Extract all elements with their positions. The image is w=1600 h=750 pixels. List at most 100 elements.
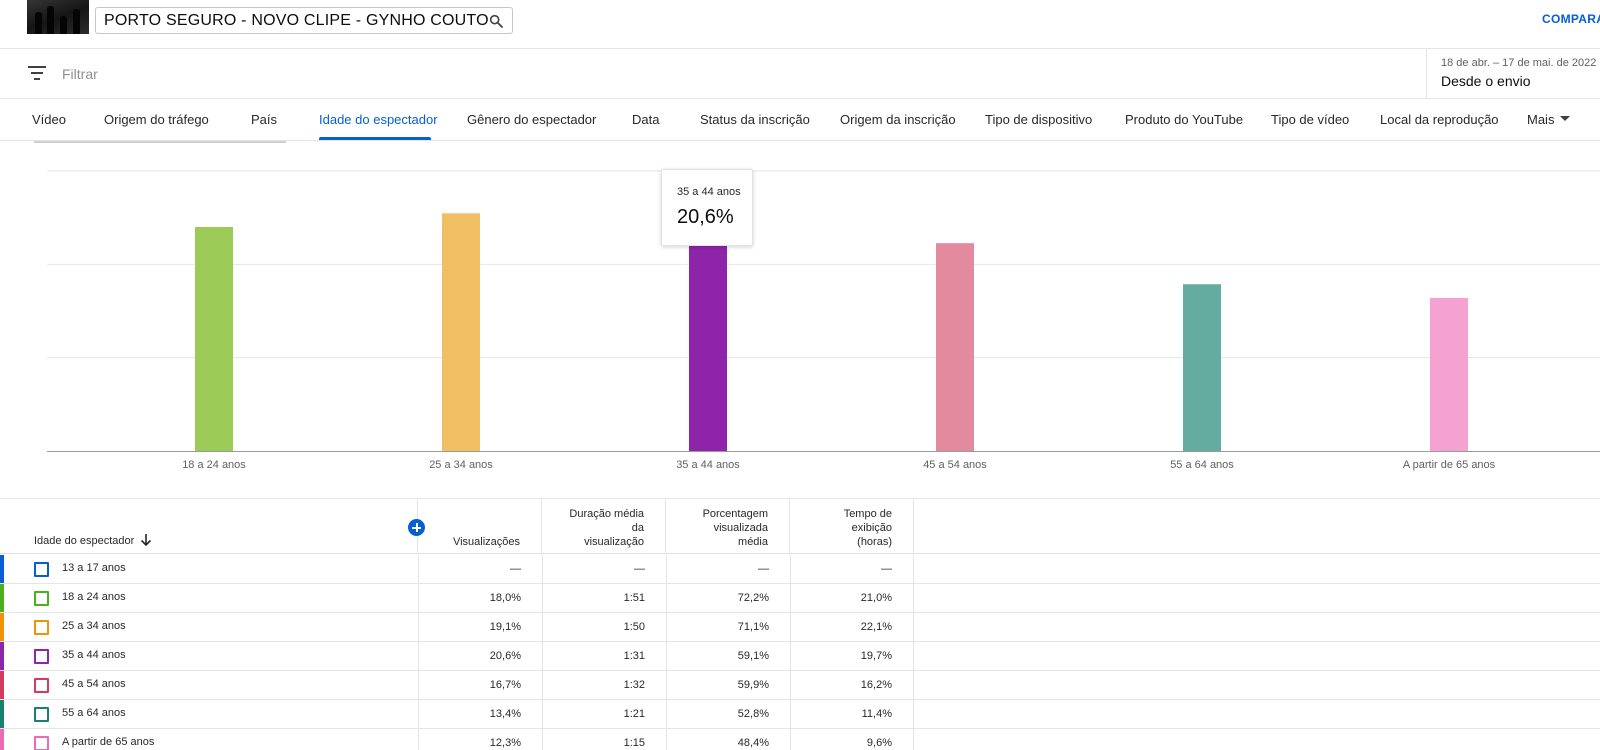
tab-country[interactable]: País <box>251 112 278 127</box>
active-tab-indicator <box>319 137 431 140</box>
chart-bar[interactable] <box>442 213 480 451</box>
chart-bar[interactable] <box>936 243 974 451</box>
column-header-avg-duration[interactable]: Duração média da visualização <box>542 499 666 554</box>
tooltip-value: 20,6% <box>677 206 734 228</box>
row-age-label: 18 a 24 anos <box>62 591 126 603</box>
filter-input[interactable]: Filtrar <box>62 66 98 82</box>
x-tick-label: 35 a 44 anos <box>676 459 740 471</box>
age-bar-chart: 18 a 24 anos 25 a 34 anos 35 a 44 anos 45 a… <box>0 145 1600 485</box>
tab-viewer-gender[interactable]: Gênero do espectador <box>467 112 597 127</box>
cell-views: 20,6% <box>418 642 542 670</box>
chart-bar[interactable] <box>1183 284 1221 451</box>
compare-button[interactable]: COMPARAR <box>1542 12 1600 26</box>
row-color-stripe <box>0 671 4 699</box>
x-tick-label: 25 a 34 anos <box>429 459 493 471</box>
cell-avg-duration: — <box>542 555 666 583</box>
row-age-label: 25 a 34 anos <box>62 620 126 632</box>
tab-traffic-source[interactable]: Origem do tráfego <box>104 112 209 127</box>
date-range-picker[interactable]: 18 de abr. – 17 de mai. de 2022 Desde o … <box>1426 49 1600 99</box>
tab-device-type[interactable]: Tipo de dispositivo <box>985 112 1093 127</box>
tab-video[interactable]: Vídeo <box>32 112 66 127</box>
divider <box>34 141 286 143</box>
chart-tooltip: 35 a 44 anos 20,6% <box>661 169 753 246</box>
filter-bar: Filtrar 18 de abr. – 17 de mai. de 2022 … <box>0 49 1600 99</box>
search-icon[interactable] <box>488 13 504 29</box>
column-header-watch-time[interactable]: Tempo de exibição (horas) <box>790 499 914 554</box>
table-row[interactable]: 25 a 34 anos 19,1% 1:50 71,1% 22,1% <box>0 613 1600 642</box>
table-row[interactable]: 13 a 17 anos — — — — <box>0 555 1600 584</box>
row-checkbox[interactable] <box>34 649 49 664</box>
cell-watch-time: 16,2% <box>790 671 914 699</box>
header-line: (horas) <box>857 536 892 548</box>
tab-viewer-age[interactable]: Idade do espectador <box>319 112 438 127</box>
cell-views: 16,7% <box>418 671 542 699</box>
row-color-stripe <box>0 700 4 728</box>
cell-avg-duration: 1:51 <box>542 584 666 612</box>
cell-avg-pct: 71,1% <box>666 613 790 641</box>
video-title: PORTO SEGURO - NOVO CLIPE - GYNHO COUTO <box>104 12 489 29</box>
cell-watch-time: 11,4% <box>790 700 914 728</box>
sort-arrow-down-icon[interactable] <box>140 533 152 547</box>
cell-watch-time: 21,0% <box>790 584 914 612</box>
row-color-stripe <box>0 642 4 670</box>
row-age-label: A partir de 65 anos <box>62 736 155 748</box>
header-line: Duração média <box>569 508 644 520</box>
row-color-stripe <box>0 613 4 641</box>
date-range-text: 18 de abr. – 17 de mai. de 2022 <box>1441 57 1597 69</box>
column-header-avg-percentage[interactable]: Porcentagem visualizada média <box>666 499 790 554</box>
tab-more[interactable]: Mais <box>1527 112 1571 127</box>
header-line: exibição <box>851 522 892 534</box>
tab-playback-location[interactable]: Local da reprodução <box>1380 112 1499 127</box>
table-row[interactable]: 18 a 24 anos 18,0% 1:51 72,2% 21,0% <box>0 584 1600 613</box>
row-age-label: 55 a 64 anos <box>62 707 126 719</box>
video-thumbnail[interactable] <box>27 0 89 34</box>
table-row[interactable]: A partir de 65 anos 12,3% 1:15 48,4% 9,6% <box>0 729 1600 750</box>
add-column-icon[interactable] <box>408 519 425 536</box>
row-checkbox[interactable] <box>34 707 49 722</box>
cell-avg-pct: 52,8% <box>666 700 790 728</box>
row-checkbox[interactable] <box>34 620 49 635</box>
period-label: Desde o envio <box>1441 73 1531 89</box>
header-line: Tempo de <box>843 508 892 520</box>
column-header-age[interactable]: Idade do espectador <box>0 499 425 554</box>
video-search-box[interactable]: PORTO SEGURO - NOVO CLIPE - GYNHO COUTO <box>95 7 513 34</box>
row-checkbox[interactable] <box>34 678 49 693</box>
cell-avg-pct: 48,4% <box>666 729 790 750</box>
row-age-label: 45 a 54 anos <box>62 678 126 690</box>
cell-views: 19,1% <box>418 613 542 641</box>
chart-bar[interactable] <box>195 227 233 451</box>
cell-avg-duration: 1:31 <box>542 642 666 670</box>
header-line: visualizada <box>713 522 768 534</box>
tab-subscription-status[interactable]: Status da inscrição <box>700 112 810 127</box>
column-header-views-label: Visualizações <box>452 536 520 548</box>
table-row[interactable]: 35 a 44 anos 20,6% 1:31 59,1% 19,7% <box>0 642 1600 671</box>
row-color-stripe <box>0 555 4 583</box>
cell-views: 18,0% <box>418 584 542 612</box>
row-age-label: 13 a 17 anos <box>62 562 126 574</box>
column-header-views[interactable]: Visualizações <box>418 499 542 554</box>
cell-avg-duration: 1:21 <box>542 700 666 728</box>
x-tick-label: A partir de 65 anos <box>1403 459 1496 471</box>
x-tick-label: 55 a 64 anos <box>1170 459 1234 471</box>
table-row[interactable]: 55 a 64 anos 13,4% 1:21 52,8% 11,4% <box>0 700 1600 729</box>
top-bar: PORTO SEGURO - NOVO CLIPE - GYNHO COUTO … <box>0 0 1600 49</box>
row-color-stripe <box>0 729 4 750</box>
chart-bar[interactable] <box>1430 297 1468 451</box>
row-checkbox[interactable] <box>34 562 49 577</box>
filter-icon[interactable] <box>28 66 46 80</box>
cell-views: 12,3% <box>418 729 542 750</box>
dimension-tabs: Vídeo Origem do tráfego País Idade do es… <box>0 99 1600 141</box>
row-checkbox[interactable] <box>34 591 49 606</box>
tab-video-type[interactable]: Tipo de vídeo <box>1271 112 1350 127</box>
row-checkbox[interactable] <box>34 736 49 750</box>
table-row[interactable]: 45 a 54 anos 16,7% 1:32 59,9% 16,2% <box>0 671 1600 700</box>
tab-date[interactable]: Data <box>632 112 660 127</box>
cell-watch-time: — <box>790 555 914 583</box>
cell-avg-duration: 1:15 <box>542 729 666 750</box>
cell-avg-pct: 59,1% <box>666 642 790 670</box>
tab-subscription-source[interactable]: Origem da inscrição <box>840 112 956 127</box>
cell-avg-pct: 72,2% <box>666 584 790 612</box>
table-header: Idade do espectador Visualizações Duraçã… <box>0 499 1600 554</box>
cell-watch-time: 9,6% <box>790 729 914 750</box>
tab-youtube-product[interactable]: Produto do YouTube <box>1125 112 1244 127</box>
